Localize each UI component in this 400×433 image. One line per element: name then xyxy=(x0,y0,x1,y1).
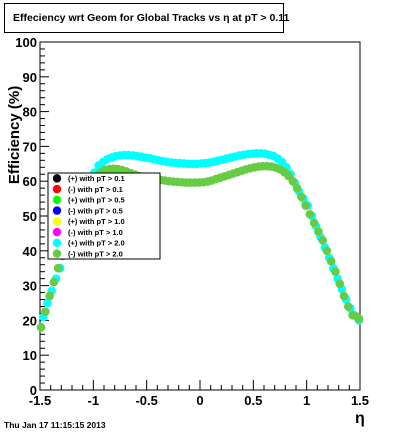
data-point xyxy=(297,192,306,202)
data-point xyxy=(292,183,302,193)
x-tick-label: -1 xyxy=(88,393,100,408)
x-tick-label: -0.5 xyxy=(135,393,157,408)
y-tick-label: 30 xyxy=(23,279,37,294)
legend-label: (-) with pT > 0.1 xyxy=(68,185,123,194)
legend: (+) with pT > 0.1 (-) with pT > 0.1 (+) wi… xyxy=(47,172,161,260)
legend-box xyxy=(47,172,161,260)
legend-marker xyxy=(52,238,62,248)
y-tick-label: 70 xyxy=(23,139,37,154)
x-tick-label: 0.5 xyxy=(244,393,262,408)
data-point xyxy=(343,302,353,311)
data-point xyxy=(305,209,315,219)
chart-title-box: Effeciency wrt Geom for Global Tracks vs… xyxy=(4,3,289,33)
timestamp: Thu Jan 17 11:15:15 2013 xyxy=(4,420,106,430)
data-point xyxy=(322,246,332,256)
data-point xyxy=(301,201,310,210)
data-point xyxy=(53,263,63,273)
y-tick-label: 100 xyxy=(15,35,37,50)
data-point xyxy=(339,291,349,301)
legend-marker xyxy=(52,174,62,183)
legend-marker xyxy=(52,195,62,205)
y-tick-label: 10 xyxy=(23,348,37,363)
data-point xyxy=(36,323,46,332)
data-point xyxy=(354,314,364,323)
data-point xyxy=(43,298,52,308)
x-tick-label: 1 xyxy=(303,393,310,408)
legend-marker xyxy=(52,227,62,237)
x-axis-label: η xyxy=(355,410,365,427)
y-tick-label: 60 xyxy=(23,174,37,189)
data-point xyxy=(318,236,327,245)
x-tick-label: 1.5 xyxy=(351,393,369,408)
data-point xyxy=(309,218,319,228)
y-tick-label: 0 xyxy=(30,383,37,398)
data-point xyxy=(335,279,345,289)
data-point xyxy=(49,277,59,287)
x-tick-label: 0 xyxy=(196,393,203,408)
y-tick-label: 20 xyxy=(23,313,37,328)
chart-title: Effeciency wrt Geom for Global Tracks vs… xyxy=(13,12,290,24)
data-point xyxy=(326,256,336,266)
legend-label: (-) with pT > 0.5 xyxy=(68,206,123,215)
legend-label: (+) with pT > 0.1 xyxy=(68,174,125,183)
data-point xyxy=(331,267,340,276)
legend-marker xyxy=(52,249,62,258)
legend-marker xyxy=(52,217,62,226)
x-axis: -1.5 -1 -0.5 0 0.5 1 1.5 xyxy=(29,380,369,408)
legend-label: (+) with pT > 2.0 xyxy=(68,239,125,248)
legend-label: (+) with pT > 0.5 xyxy=(68,196,125,205)
data-point xyxy=(288,176,298,186)
legend-label: (-) with pT > 2.0 xyxy=(68,249,123,258)
y-tick-label: 50 xyxy=(23,209,37,224)
legend-marker xyxy=(52,206,62,215)
legend-marker xyxy=(52,184,62,194)
y-axis-label: Efficiency (%) xyxy=(6,86,23,184)
legend-label: (-) with pT > 1.0 xyxy=(68,228,123,237)
y-tick-label: 40 xyxy=(23,244,37,259)
data-point xyxy=(314,227,323,236)
data-point xyxy=(45,291,54,301)
x-tick-label: -1.5 xyxy=(29,393,51,408)
data-point xyxy=(41,307,50,317)
y-tick-label: 80 xyxy=(23,105,37,120)
legend-label: (+) with pT > 1.0 xyxy=(68,217,125,226)
y-tick-label: 90 xyxy=(23,70,37,85)
